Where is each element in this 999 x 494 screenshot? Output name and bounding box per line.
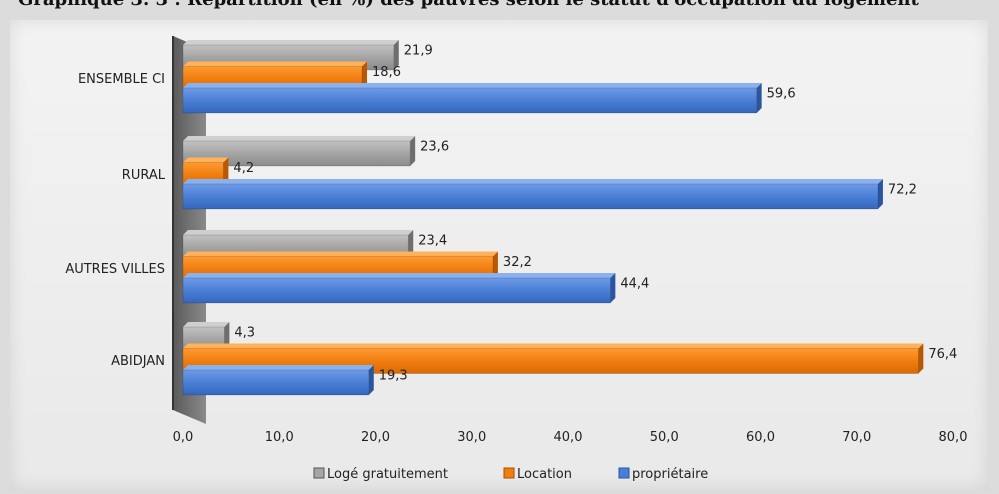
category-label: RURAL	[122, 168, 166, 183]
legend-label: Location	[517, 467, 572, 482]
legend-label: propriétaire	[632, 467, 708, 482]
data-label: 18,6	[372, 65, 401, 80]
x-tick-label: 0,0	[173, 430, 194, 445]
x-tick-label: 50,0	[650, 430, 679, 445]
legend-item: Location	[503, 467, 572, 482]
data-label: 19,3	[379, 369, 408, 384]
data-label: 4,3	[234, 326, 255, 341]
category-label: AUTRES VILLES	[65, 262, 165, 277]
legend-label: Logé gratuitement	[327, 467, 448, 482]
data-label: 21,9	[404, 44, 433, 59]
data-label: 76,4	[928, 347, 957, 362]
x-tick-label: 10,0	[265, 430, 294, 445]
data-label: 44,4	[620, 277, 649, 292]
data-label: 23,4	[418, 234, 447, 249]
data-label: 59,6	[767, 87, 796, 102]
bar	[182, 273, 616, 304]
data-label: 4,2	[233, 161, 254, 176]
bar	[182, 136, 416, 167]
legend-swatch	[503, 467, 515, 479]
x-tick-label: 30,0	[457, 430, 486, 445]
legend-swatch	[618, 467, 630, 479]
data-label: 23,6	[420, 140, 449, 155]
legend-swatch	[313, 467, 325, 479]
legend-item: Logé gratuitement	[313, 467, 448, 482]
bar	[182, 179, 883, 210]
bar	[182, 365, 374, 396]
x-tick-label: 60,0	[746, 430, 775, 445]
x-tick-label: 80,0	[939, 430, 968, 445]
x-tick-label: 20,0	[361, 430, 390, 445]
x-tick-label: 40,0	[554, 430, 583, 445]
page-title: Graphique 3. 3 : Répartition (en %) des …	[0, 0, 999, 11]
category-label: ENSEMBLE CI	[78, 72, 165, 87]
legend-item: propriétaire	[618, 467, 708, 482]
data-label: 32,2	[503, 255, 532, 270]
bar	[182, 83, 762, 114]
x-tick-label: 70,0	[842, 430, 871, 445]
category-label: ABIDJAN	[111, 354, 165, 369]
data-label: 72,2	[888, 183, 917, 198]
